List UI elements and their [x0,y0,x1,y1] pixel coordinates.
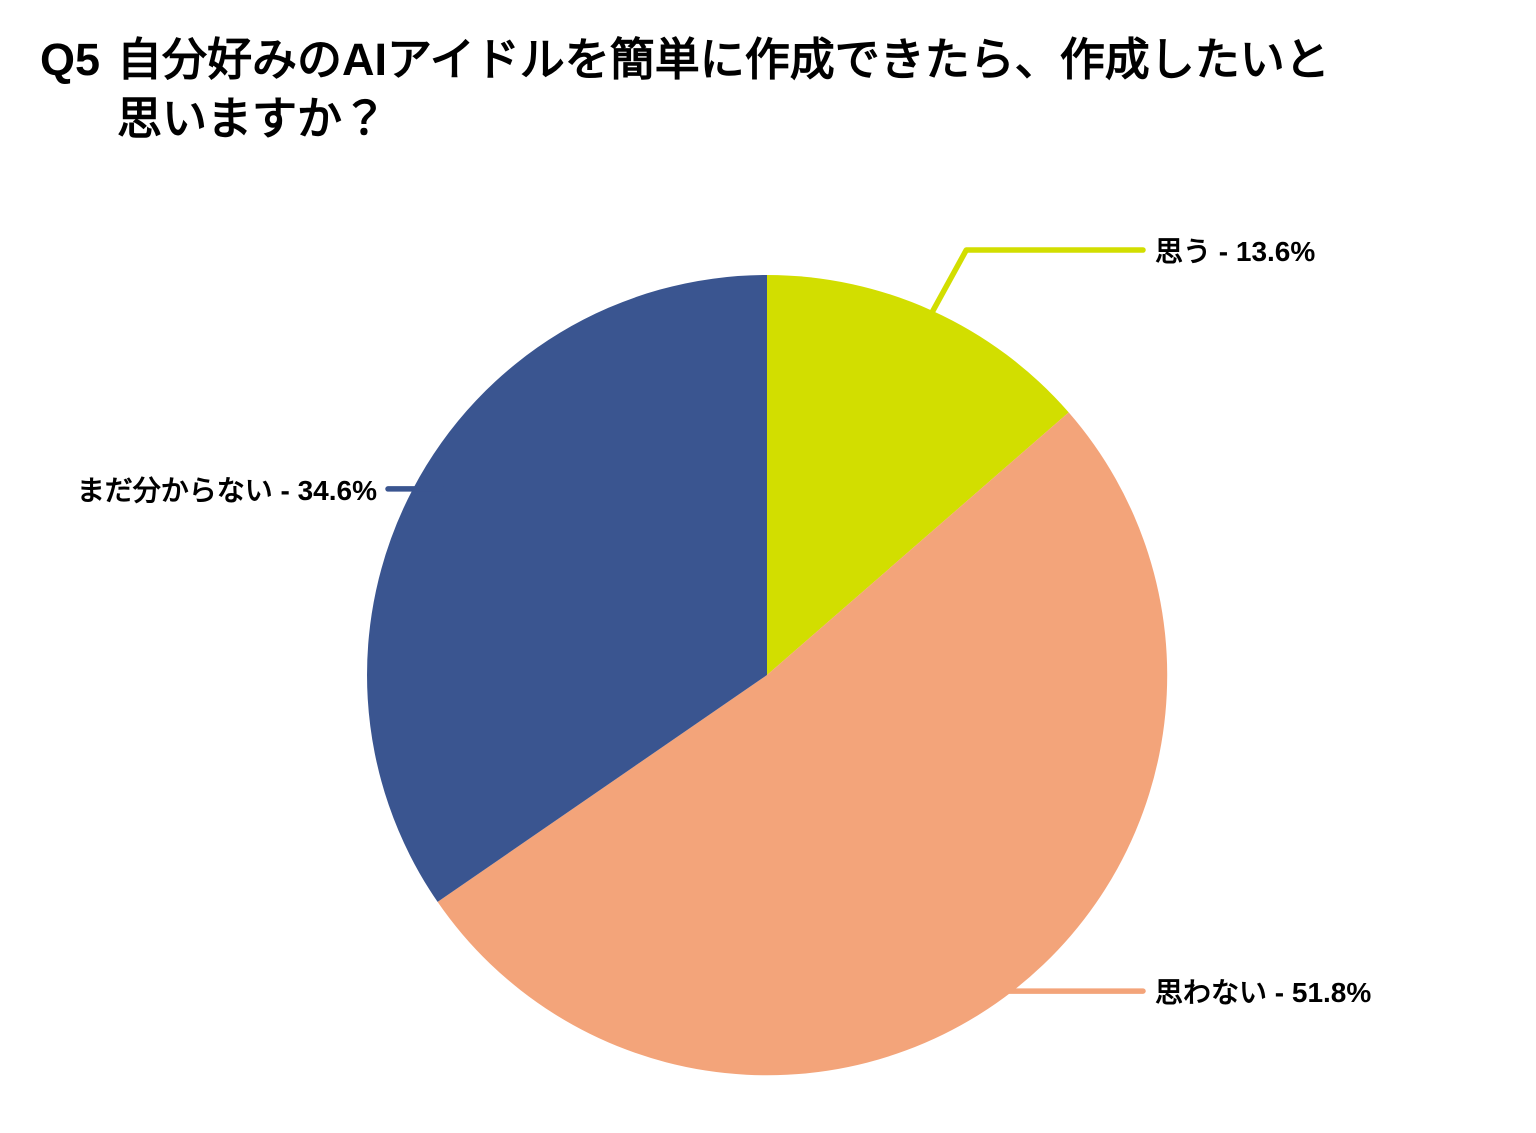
pie-slice-omou [767,275,1069,675]
pie-slice-omowanai [437,412,1168,1076]
question-title: Q5 自分好みのAIアイドルを簡単に作成できたら、作成したいと思いますか？ [40,30,1350,149]
question-text: 自分好みのAIアイドルを簡単に作成できたら、作成したいと思いますか？ [117,34,1330,145]
pie-label-mada-wakaranai: まだ分からない - 34.6% [76,475,377,506]
question-number: Q5 [40,34,101,85]
pie-label-omou: 思う - 13.6% [1155,236,1316,267]
pie-slice-mada-wakaranai [367,275,767,902]
callout-line-omou [930,247,1146,314]
pie-label-omowanai: 思わない - 51.8% [1155,977,1372,1008]
